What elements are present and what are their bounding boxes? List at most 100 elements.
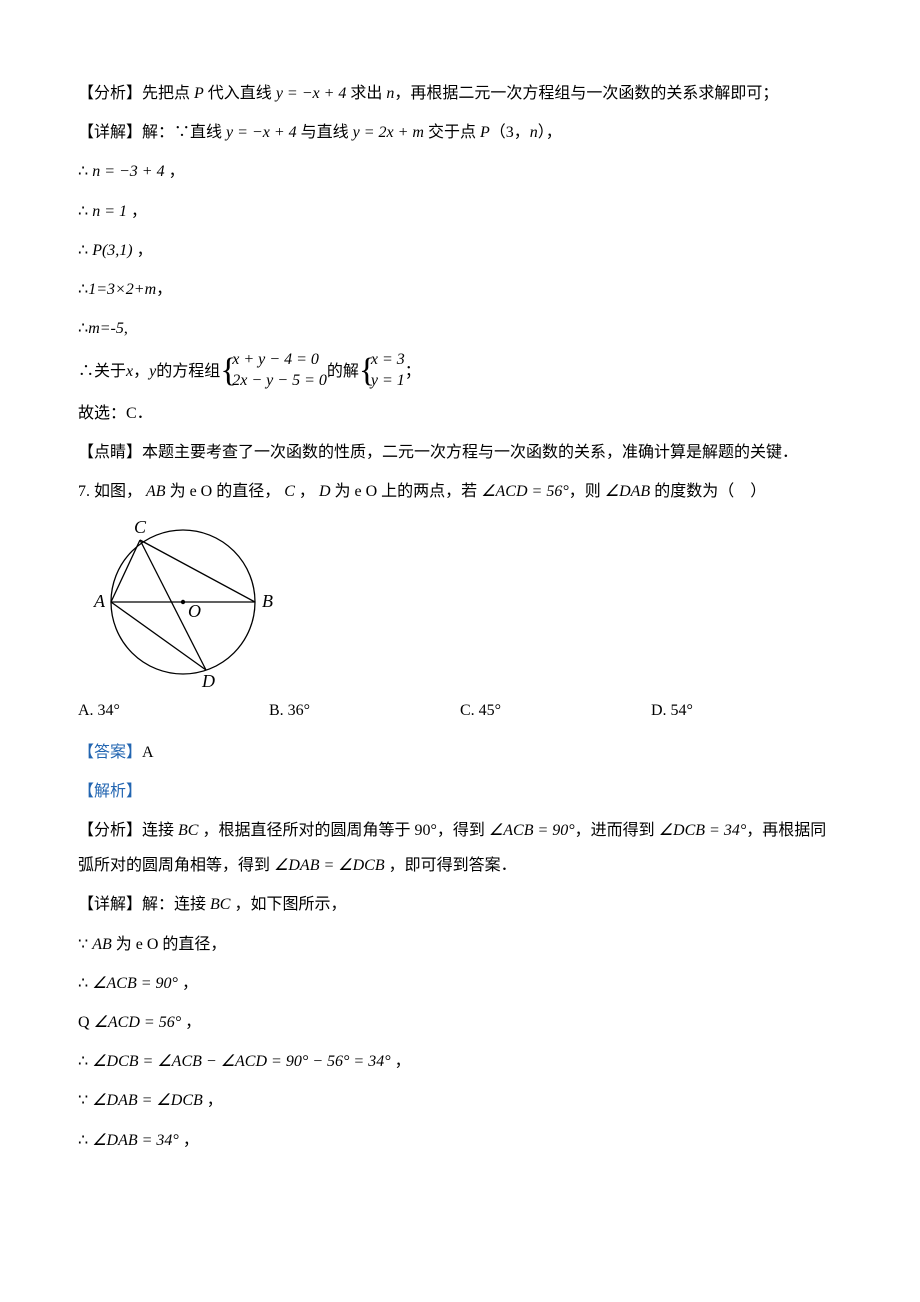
t: ，得到: [437, 822, 489, 839]
t: ∵: [78, 936, 92, 953]
sys-row2: 2x − y − 5 = 0: [232, 371, 327, 392]
t: ∴: [78, 975, 92, 992]
option-A: A. 34°: [78, 693, 269, 728]
t: ，: [181, 1014, 201, 1031]
eq: ∠ACB = 90°: [489, 822, 575, 839]
p6-step5: ∴m=-5,: [78, 311, 842, 346]
sol-row1: x = 3: [371, 350, 405, 371]
p7-l2: ∴ ∠ACB = 90° ，: [78, 966, 842, 1001]
t: ，进而得到: [575, 822, 659, 839]
t: ，: [156, 281, 172, 298]
t: ），: [538, 124, 562, 141]
t: ，再根据二元一次方程组与一次函数的关系求解即可；: [394, 85, 778, 102]
circle-O: e O: [136, 936, 159, 953]
t: 交于点: [424, 124, 480, 141]
analysis-tag: 【分析】先把点: [78, 85, 194, 102]
eq: 1=3×2+m: [88, 281, 156, 298]
eq: P(3,1): [92, 242, 132, 259]
t: ，则: [569, 483, 605, 500]
t: 的方程组: [156, 354, 220, 389]
p6-step3: ∴ P(3,1) ，: [78, 233, 842, 268]
t: ，: [178, 975, 198, 992]
seg-AB: AB: [142, 483, 170, 500]
t: ∴关于: [78, 354, 126, 389]
label-B: B: [262, 591, 273, 611]
t: ，: [203, 1092, 223, 1109]
eq: n = 1: [92, 203, 127, 220]
p7-options: A. 34° B. 36° C. 45° D. 54°: [78, 693, 842, 728]
t: ∴: [78, 281, 88, 298]
t: ，: [299, 483, 315, 500]
t: 的度数为（ ）: [650, 483, 766, 500]
chord-CB: [140, 540, 255, 602]
eq: y = −x + 4: [226, 124, 297, 141]
angle-ACD: ∠ACD = 56°: [481, 483, 569, 500]
p6-step1: ∴ n = −3 + 4 ，: [78, 154, 842, 189]
p7-l5: ∵ ∠DAB = ∠DCB ，: [78, 1083, 842, 1118]
p7-l3: Q ∠ACD = 56° ，: [78, 1005, 842, 1040]
t: 的解: [327, 354, 359, 389]
label-C: C: [134, 517, 147, 537]
t: ∴: [78, 320, 88, 337]
p6-detail: 【详解】解：∵直线 y = −x + 4 与直线 y = 2x + m 交于点 …: [78, 115, 842, 150]
seg-AB: AB: [92, 936, 112, 953]
p7-stem: 7. 如图， AB 为 e O 的直径， C ， D 为 e O 上的两点，若 …: [78, 474, 842, 509]
t: 【详解】解：连接: [78, 896, 210, 913]
label-A: A: [93, 591, 106, 611]
eq: m=-5: [88, 320, 124, 337]
t: 的直径，: [212, 483, 280, 500]
p6-step4: ∴1=3×2+m，: [78, 272, 842, 307]
equation-system: { x + y − 4 = 0 2x − y − 5 = 0: [220, 350, 327, 392]
eq: y = −x + 4: [276, 85, 347, 102]
t: 代入直线: [204, 85, 276, 102]
chord-AC: [111, 540, 140, 602]
solution-system: { x = 3 y = 1: [359, 350, 405, 392]
t: 7. 如图，: [78, 483, 142, 500]
seg-BC: BC: [210, 896, 230, 913]
t: ，: [165, 163, 185, 180]
label-O: O: [188, 601, 201, 621]
p7-analysis: 【分析】连接 BC ，根据直径所对的圆周角等于 90°，得到 ∠ACB = 90…: [78, 813, 842, 883]
t: ,: [124, 320, 128, 337]
angle-DAB: ∠DAB: [605, 483, 650, 500]
brace-icon: {: [220, 348, 236, 394]
sol-row2: y = 1: [371, 371, 405, 392]
answer-value: A: [142, 744, 154, 761]
p7-answer: 【答案】A: [78, 735, 842, 770]
sys-row1: x + y − 4 = 0: [232, 350, 327, 371]
t: ，: [179, 1132, 199, 1149]
p6-system-line: ∴关于 x ， y 的方程组 { x + y − 4 = 0 2x − y − …: [78, 350, 842, 392]
t: ∴: [78, 1053, 92, 1070]
t: ∴: [78, 242, 92, 259]
t: 为: [335, 483, 355, 500]
option-D: D. 54°: [651, 693, 842, 728]
t: ，如下图所示，: [230, 896, 346, 913]
t: ；: [405, 354, 421, 389]
brace-icon: {: [359, 348, 375, 394]
circle-O: e O: [355, 483, 378, 500]
var-P: P: [194, 85, 204, 102]
eq: ∠DAB = ∠DCB: [92, 1092, 203, 1109]
p6-choice: 故选：C．: [78, 396, 842, 431]
var-n: n: [530, 124, 538, 141]
t: ，即可得到答案．: [385, 857, 517, 874]
p7-l6: ∴ ∠DAB = 34° ，: [78, 1123, 842, 1158]
p7-l4: ∴ ∠DCB = ∠ACB − ∠ACD = 90° − 56° = 34° ，: [78, 1044, 842, 1079]
p6-step2: ∴ n = 1 ，: [78, 194, 842, 229]
t: Q: [78, 1014, 94, 1031]
t: ，: [127, 203, 147, 220]
t: ，: [391, 1053, 411, 1070]
t: 【分析】连接: [78, 822, 178, 839]
t: ∴: [78, 163, 92, 180]
var-y: y: [149, 354, 156, 389]
eq: ∠DCB = 34°: [659, 822, 747, 839]
p7-l1: ∵ AB 为 e O 的直径，: [78, 927, 842, 962]
p6-analysis: 【分析】先把点 P 代入直线 y = −x + 4 求出 n，再根据二元一次方程…: [78, 76, 842, 111]
eq: ∠DAB = ∠DCB: [274, 857, 385, 874]
p7-jiexi: 【解析】: [78, 774, 842, 809]
seg-BC: BC: [178, 822, 198, 839]
option-B: B. 36°: [269, 693, 460, 728]
t: ，: [133, 242, 153, 259]
option-C: C. 45°: [460, 693, 651, 728]
t: 的直径，: [158, 936, 226, 953]
